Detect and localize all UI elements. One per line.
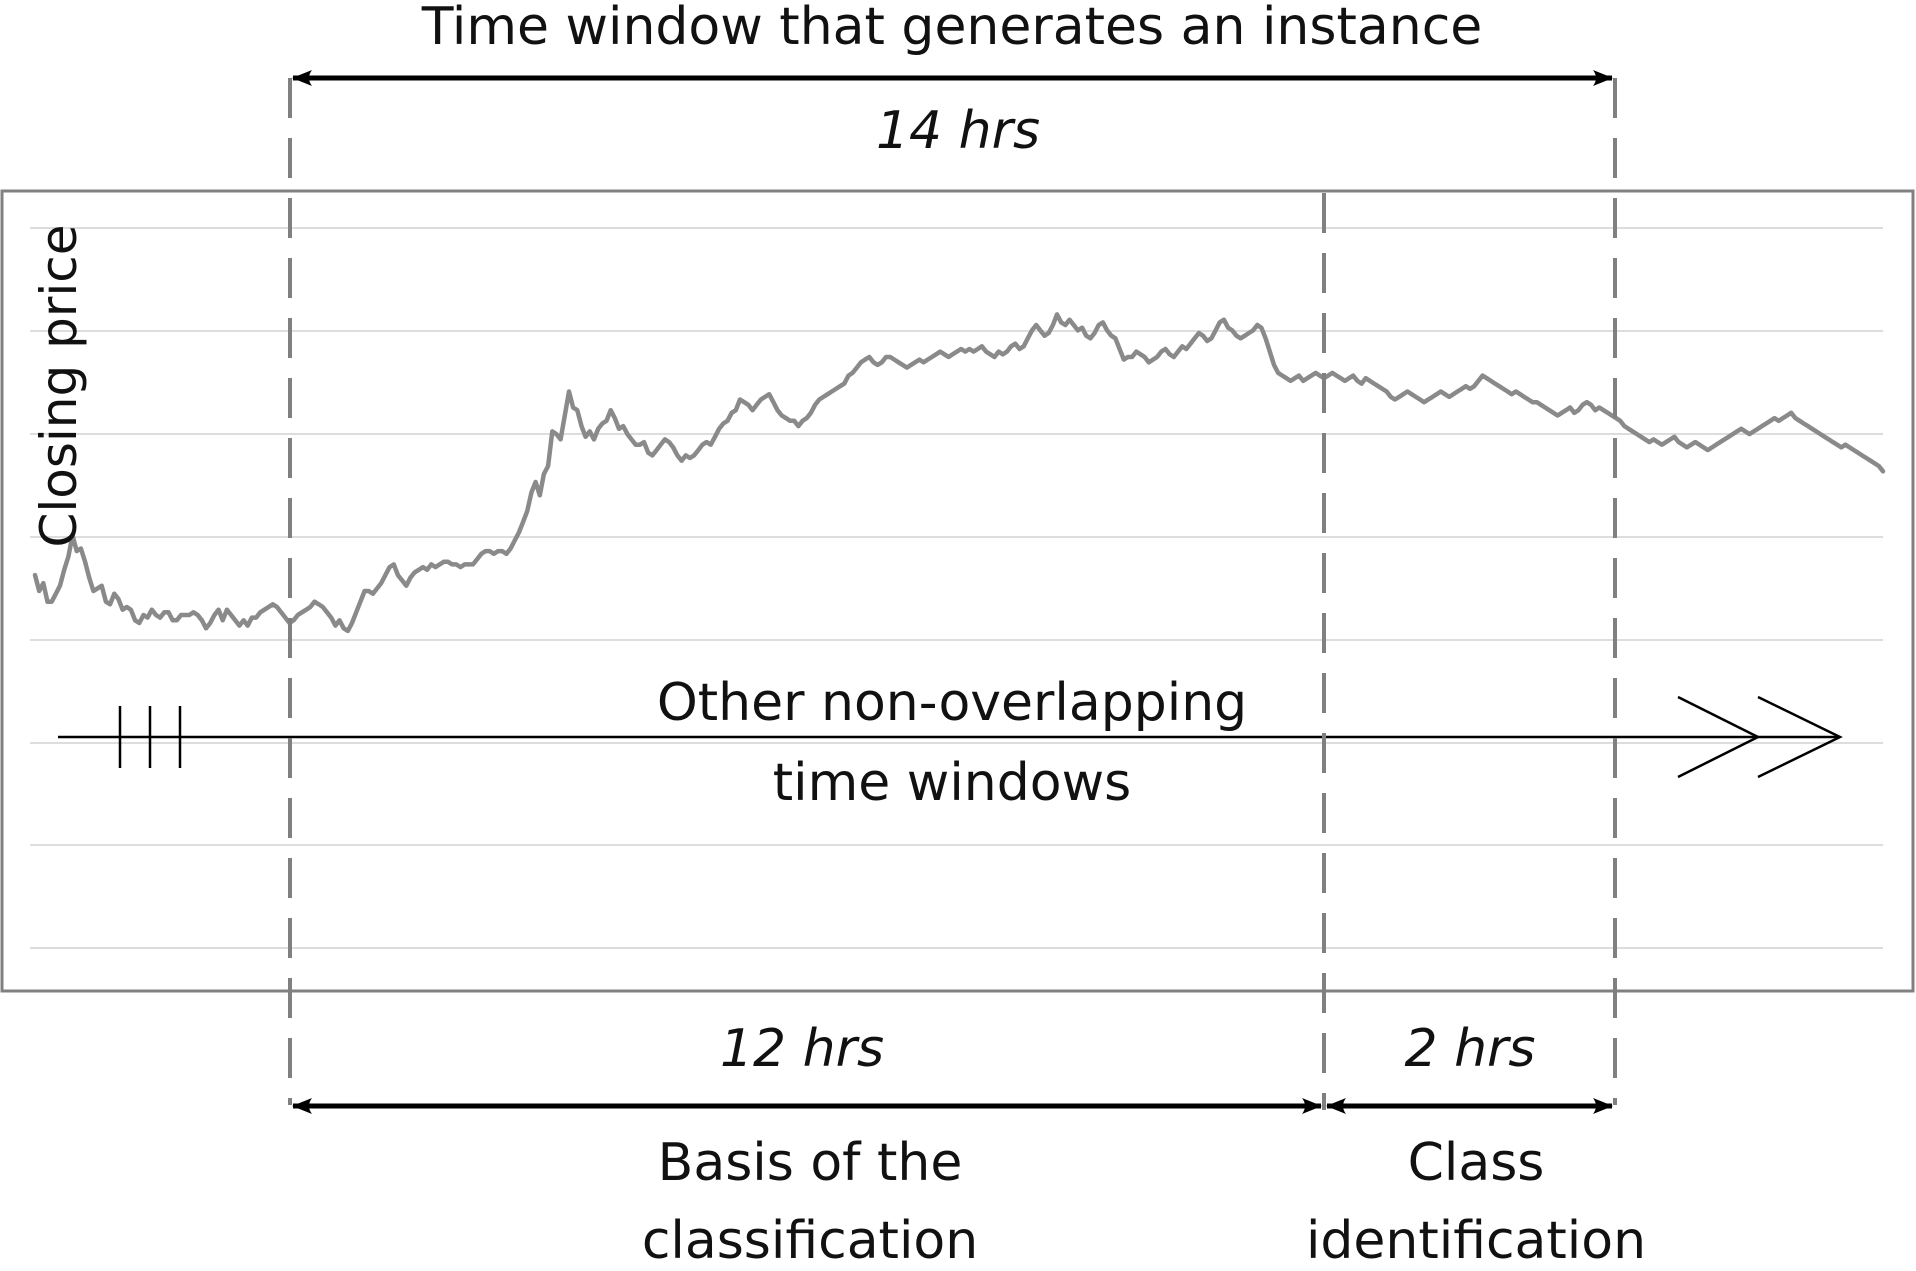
top-title: Time window that generates an instance	[421, 0, 1483, 57]
closing-price-line	[32, 312, 1886, 634]
class-duration: 2 hrs	[1404, 1019, 1535, 1079]
top-duration: 14 hrs	[876, 101, 1040, 161]
plot-frame	[0, 189, 1915, 993]
timeline-chevron-icon	[1677, 695, 1761, 779]
timeline-label-line2: time windows	[773, 753, 1131, 813]
y-axis-label: Closing price	[30, 224, 88, 547]
basis-caption-line1: Basis of the	[658, 1133, 963, 1193]
class-caption-line2: identification	[1306, 1211, 1646, 1271]
gridlines	[30, 227, 1883, 949]
timeline-label-line1: Other non-overlapping	[657, 673, 1247, 733]
timeline-chevron-icon	[1757, 695, 1843, 779]
timeline	[58, 695, 1843, 779]
basis-duration: 12 hrs	[720, 1019, 884, 1079]
class-caption-line1: Class	[1408, 1133, 1545, 1193]
basis-caption-line2: classification	[642, 1211, 978, 1271]
window-boundaries	[288, 78, 1617, 1110]
